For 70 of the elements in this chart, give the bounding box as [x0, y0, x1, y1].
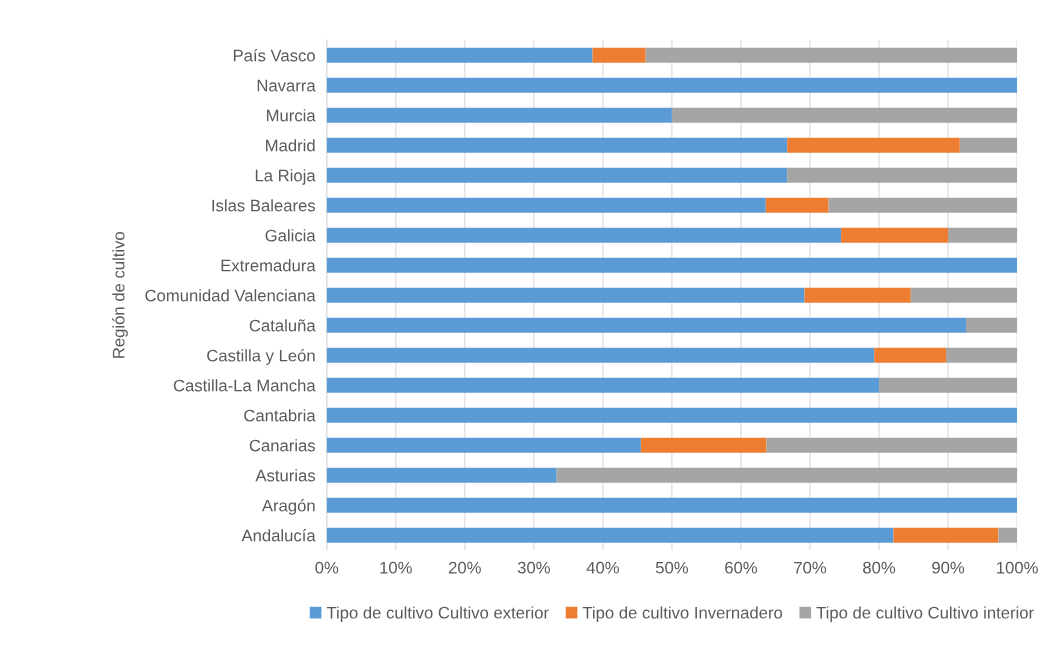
bar	[326, 77, 1018, 93]
y-tick-label: Andalucía	[241, 528, 316, 542]
x-tick-label: 40%	[586, 561, 619, 574]
bar	[326, 107, 672, 123]
bar	[326, 527, 894, 543]
y-tick-label: País Vasco	[233, 49, 315, 62]
bar	[640, 437, 767, 453]
y-tick-label: Extremadura	[221, 259, 316, 272]
y-tick-label: Cataluña	[249, 319, 316, 332]
x-tick-label: 0%	[315, 561, 339, 574]
y-tick-label: La Rioja	[255, 169, 316, 185]
y-tick-label: Cantabria	[244, 409, 316, 422]
bar	[326, 377, 880, 393]
y-tick-label: Navarra	[257, 79, 316, 92]
bar	[326, 467, 557, 483]
y-tick-label: Asturias	[255, 469, 316, 482]
legend-label: Tipo de cultivo Cultivo exterior	[326, 606, 549, 622]
bar	[326, 437, 641, 453]
bar	[326, 257, 1018, 273]
legend-label: Tipo de cultivo Cultivo interior	[816, 606, 1034, 622]
bar	[326, 497, 1018, 513]
bar	[804, 287, 911, 303]
x-tick-label: 90%	[932, 561, 965, 574]
x-tick-label: 60%	[725, 561, 758, 574]
bar	[948, 227, 1018, 243]
bar	[998, 527, 1018, 543]
bar	[671, 107, 1018, 123]
x-tick-label: 100%	[997, 561, 1038, 574]
bar	[828, 197, 1018, 213]
bar	[326, 47, 593, 63]
x-tick-label: 80%	[863, 561, 896, 574]
bar	[787, 137, 960, 153]
bar	[326, 317, 967, 333]
bar	[841, 227, 949, 243]
bar	[592, 47, 646, 63]
bar	[766, 437, 1018, 453]
y-tick-label: Madrid	[266, 139, 315, 152]
bar	[326, 227, 842, 243]
bar	[326, 167, 788, 183]
x-tick-label: 70%	[794, 561, 827, 574]
bar	[946, 347, 1018, 363]
bar	[326, 197, 766, 213]
bar	[787, 167, 1018, 183]
y-tick-label: Aragón	[261, 499, 315, 515]
y-tick-label: Comunidad Valenciana	[145, 289, 316, 302]
bar	[326, 407, 1018, 423]
y-tick-label: Galicia	[265, 229, 316, 242]
bar	[910, 287, 1018, 303]
bar	[326, 137, 788, 153]
bar	[326, 347, 875, 363]
y-tick-label: Canarias	[249, 439, 316, 452]
legend-label: Tipo de cultivo Invernadero	[582, 606, 783, 622]
bar	[645, 47, 1018, 63]
x-tick-label: 20%	[448, 561, 481, 574]
x-tick-label: 50%	[655, 561, 689, 574]
bar	[893, 527, 999, 543]
bar	[326, 287, 805, 303]
bar	[556, 467, 1018, 483]
bar	[765, 197, 829, 213]
bar	[879, 377, 1018, 393]
y-tick-label: Murcia	[266, 109, 316, 122]
x-tick-label: 10%	[380, 561, 412, 574]
y-tick-label: Castilla-La Mancha	[173, 379, 316, 392]
y-axis-title: Región de cultivo	[112, 232, 128, 358]
y-tick-label: Castilla y León	[207, 349, 315, 365]
bar	[874, 347, 946, 363]
bar	[966, 317, 1018, 333]
x-tick-label: 30%	[517, 561, 550, 574]
y-tick-label: Islas Baleares	[212, 199, 316, 212]
bar	[959, 137, 1018, 153]
